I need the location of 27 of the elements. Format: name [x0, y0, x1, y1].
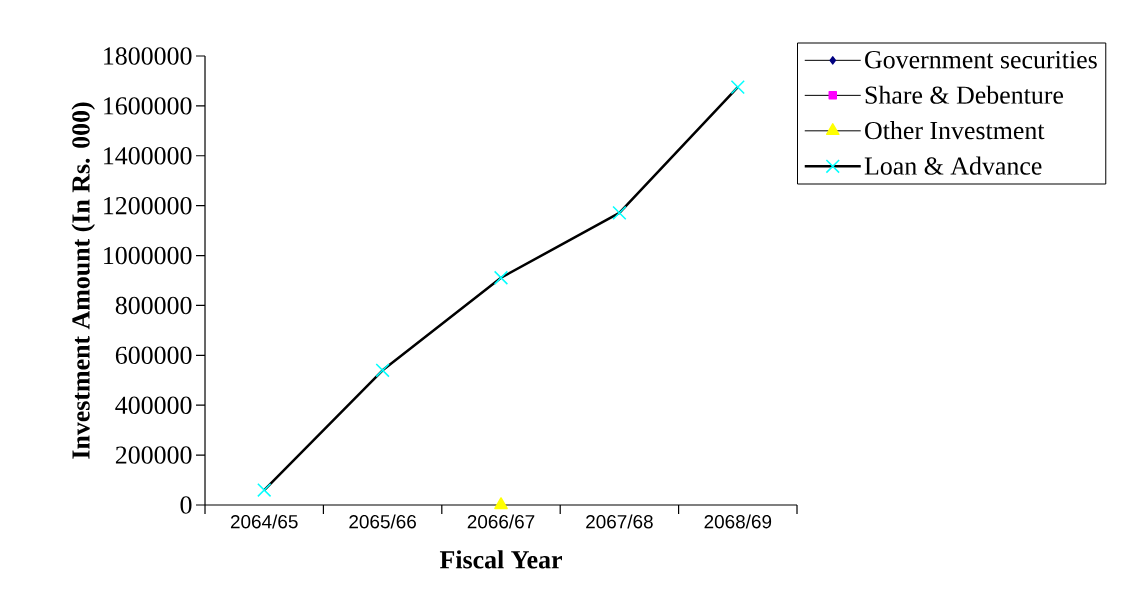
y-tick-label: 1800000 [104, 47, 192, 65]
y-tick-label: 200000 [115, 446, 192, 464]
point [612, 205, 627, 220]
legend-label: Loan & Advance [864, 156, 1042, 175]
x-tick-label: 2067/68 [586, 514, 653, 529]
y-tick-label: 600000 [115, 346, 192, 365]
x-tick-label: 2066/67 [467, 514, 535, 529]
legend-label: Share & Debenture [865, 85, 1064, 104]
y-tick-label: 1600000 [104, 97, 192, 115]
x-tick-label: 2065/66 [349, 514, 416, 529]
y-tick-label: 0 [180, 496, 192, 514]
y-tick-label: 1400000 [104, 147, 192, 165]
y-tick-label: 800000 [115, 296, 192, 315]
point [493, 270, 509, 285]
y-tick-label: 1000000 [104, 246, 192, 265]
x-tick-label: 2064/65 [230, 514, 298, 529]
y-tick-label: 400000 [115, 396, 192, 414]
point [730, 80, 745, 95]
legend-label: Other Investment [865, 121, 1045, 140]
legend-label: Government securities [865, 51, 1097, 69]
point [494, 497, 508, 510]
x-axis-title: Fiscal Year [439, 550, 562, 569]
point [375, 363, 390, 378]
x-tick-label: 2068/69 [704, 514, 772, 529]
y-axis-title: Investment Amount (In Rs. 000) [71, 102, 95, 459]
point [257, 482, 272, 498]
y-tick-label: 1200000 [104, 196, 192, 215]
